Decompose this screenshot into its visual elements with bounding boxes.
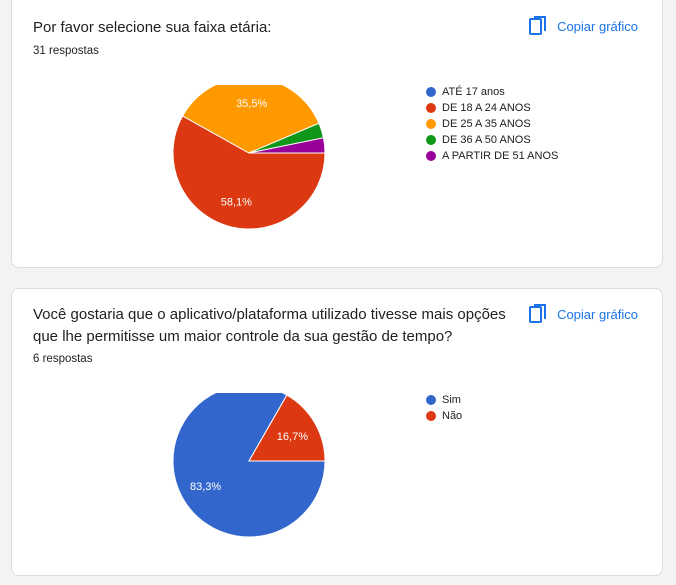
legend-label: DE 36 A 50 ANOS [442,134,531,146]
legend-item-ate-17-anos: ATÉ 17 anos [426,84,558,100]
question-card-time-control: Você gostaria que o aplicativo/plataform… [11,288,663,576]
data-label-nao: 16,7% [277,431,308,443]
data-label-de-25-a-35-anos: 35,5% [236,98,267,110]
legend-item-de-18-a-24-anos: DE 18 A 24 ANOS [426,100,558,116]
pie-slice-a-partir-de-51-anos [248,137,326,154]
copy-chart-button[interactable]: Copiar gráfico [529,16,638,36]
legend-swatch [426,395,436,405]
legend-item-nao: Não [426,408,462,424]
copy-icon [529,16,547,35]
chart-legend: Sim Não [426,392,462,424]
data-label-de-18-a-24-anos: 58,1% [221,197,252,209]
legend-swatch [426,135,436,145]
legend-label: DE 18 A 24 ANOS [442,102,531,114]
response-count: 6 respostas [33,353,93,365]
legend-label: Não [442,410,463,422]
legend-item-sim: Sim [426,392,462,408]
legend-swatch [426,87,436,97]
copy-icon [529,304,547,323]
pie-chart-time-control: 83,3% 16,7% [172,393,326,538]
legend-label: ATÉ 17 anos [442,86,505,98]
question-card-age: Por favor selecione sua faixa etária: 31… [11,0,663,268]
legend-label: A PARTIR DE 51 ANOS [442,150,559,162]
pie-slice-sim [172,393,326,538]
question-title: Você gostaria que o aplicativo/plataform… [33,306,506,345]
legend-label: DE 25 A 35 ANOS [442,118,531,130]
legend-item-de-25-a-35-anos: DE 25 A 35 ANOS [426,116,558,132]
pie-chart-age: 58,1% 35,5% [172,85,326,230]
data-label-sim: 83,3% [190,481,221,493]
copy-chart-label: Copiar gráfico [557,18,638,34]
pie-slice-de-18-a-24-anos [172,115,326,230]
pie-slice-de-25-a-35-anos [181,85,320,154]
copy-chart-label: Copiar gráfico [557,306,638,322]
legend-label: Sim [442,394,461,406]
legend-swatch [426,103,436,113]
pie-slice-nao [248,394,326,462]
legend-swatch [426,151,436,161]
chart-legend: ATÉ 17 anos DE 18 A 24 ANOS DE 25 A 35 ANO… [426,84,558,164]
legend-item-de-36-a-50-anos: DE 36 A 50 ANOS [426,132,558,148]
copy-chart-button[interactable]: Copiar gráfico [529,304,638,324]
response-count: 31 respostas [33,45,99,57]
legend-swatch [426,411,436,421]
legend-item-a-partir-de-51-anos: A PARTIR DE 51 ANOS [426,148,558,164]
legend-swatch [426,119,436,129]
question-title: Por favor selecione sua faixa etária: [33,19,272,36]
